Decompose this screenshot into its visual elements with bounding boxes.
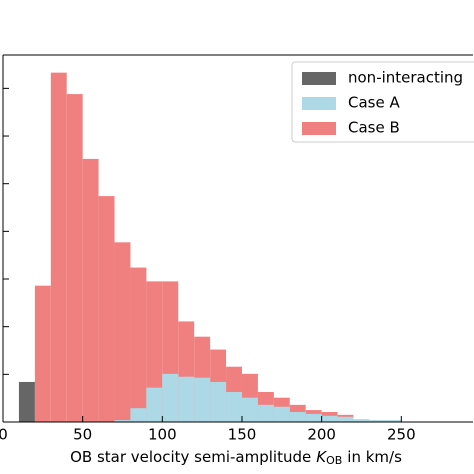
histogram-bar — [130, 408, 147, 422]
x-tick-label: 250 — [387, 426, 416, 444]
legend-label: non-interacting — [348, 69, 463, 87]
histogram-bar — [98, 196, 115, 422]
histogram-bar — [289, 411, 306, 422]
histogram-bar — [178, 376, 195, 422]
x-tick-label: 50 — [73, 426, 92, 444]
histogram-bar — [257, 404, 274, 422]
x-label-subscript: OB — [326, 454, 342, 467]
legend-swatch — [302, 122, 336, 135]
histogram-bar — [337, 416, 354, 422]
histogram-bar — [369, 420, 386, 422]
histogram-bar — [210, 381, 227, 422]
x-tick-label: 150 — [228, 426, 257, 444]
legend: non-interacting Case A Case B — [291, 61, 474, 143]
histogram-bar — [114, 420, 131, 422]
histogram-bar — [34, 285, 51, 422]
histogram-bar — [241, 397, 258, 422]
legend-label: Case B — [348, 119, 400, 137]
histogram-bar — [353, 419, 370, 422]
legend-box — [291, 61, 474, 143]
histogram-bar — [321, 415, 338, 422]
histogram-bar — [82, 158, 99, 422]
histogram-bar — [273, 406, 290, 422]
histogram-bar — [194, 377, 211, 422]
histogram-bar — [18, 381, 35, 422]
histogram-bar — [130, 267, 147, 422]
plot-area — [18, 72, 402, 422]
histogram-bar — [50, 72, 67, 422]
histogram-bar — [385, 420, 402, 422]
histogram-bar — [305, 413, 322, 422]
histogram-bar — [146, 281, 163, 422]
histogram-bar — [146, 387, 163, 422]
histogram-bar — [66, 94, 83, 422]
x-label-symbol: K — [316, 448, 327, 466]
histogram-bar — [114, 242, 131, 422]
histogram-bar — [226, 391, 242, 422]
legend-swatch — [302, 72, 336, 85]
x-tick-label: 200 — [307, 426, 336, 444]
legend-swatch — [302, 97, 336, 110]
x-label-text: OB star velocity semi-amplitude — [70, 448, 311, 466]
x-label-unit: in km/s — [347, 448, 402, 466]
x-axis-label: OB star velocity semi-amplitude KOB in km/… — [70, 448, 402, 468]
histogram-bar — [162, 373, 179, 422]
x-tick-label: 100 — [148, 426, 177, 444]
x-tick-label: 0 — [0, 426, 8, 444]
legend-label: Case A — [348, 94, 400, 112]
